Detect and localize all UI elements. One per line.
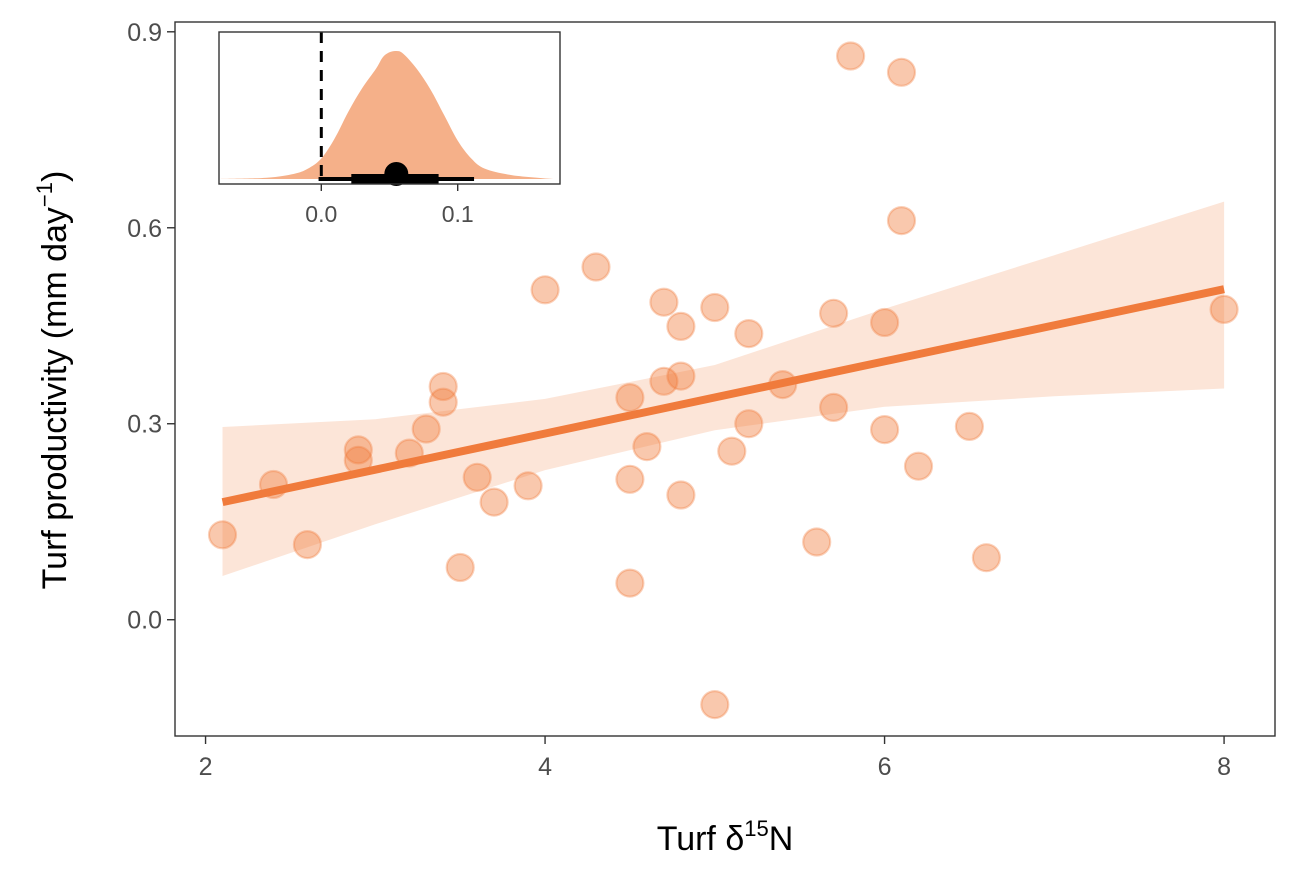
y-tick-label: 0.0 xyxy=(127,607,162,635)
data-point xyxy=(717,436,747,466)
data-point xyxy=(700,292,730,323)
x-axis-title: Turf δ15N xyxy=(657,816,794,858)
data-point xyxy=(886,57,917,87)
regression-line xyxy=(221,285,1225,507)
data-point xyxy=(207,520,238,550)
axes-layer: 2 4 6 8 0.0 0.3 0.6 0.9 xyxy=(127,19,1231,781)
data-point xyxy=(700,689,730,720)
data-point xyxy=(903,451,934,481)
data-point xyxy=(615,383,645,413)
y-axis-title-tail: ) xyxy=(36,171,74,182)
data-point xyxy=(292,529,322,560)
inset-x-tick-label: 0.1 xyxy=(442,201,474,227)
data-point xyxy=(479,487,509,517)
data-point xyxy=(649,287,679,317)
data-point xyxy=(428,371,458,402)
data-point xyxy=(666,311,696,341)
y-axis-title-sup: −1 xyxy=(32,182,57,207)
x-tick-label: 8 xyxy=(1217,753,1231,781)
data-points-layer xyxy=(207,41,1239,720)
data-point xyxy=(971,543,1002,573)
data-point xyxy=(632,432,662,462)
data-point xyxy=(835,41,866,71)
data-point xyxy=(581,252,611,282)
data-point xyxy=(666,361,696,391)
inset-x-tick-label: 0.0 xyxy=(305,201,337,227)
data-point xyxy=(869,415,900,445)
data-point xyxy=(462,462,492,492)
data-point xyxy=(513,471,543,501)
data-point xyxy=(886,206,917,236)
data-point xyxy=(615,464,645,494)
point-estimate xyxy=(384,162,409,186)
confidence-ribbon-layer xyxy=(222,201,1225,576)
y-axis-title-main: Turf productivity (mm day xyxy=(36,207,74,589)
x-tick-label: 4 xyxy=(538,753,552,781)
data-point xyxy=(445,552,475,583)
y-tick-label: 0.6 xyxy=(127,215,162,243)
data-point xyxy=(428,387,458,417)
posterior-density xyxy=(219,50,554,179)
data-point xyxy=(530,275,560,305)
data-point xyxy=(869,307,900,338)
data-point xyxy=(818,392,849,422)
inset-border xyxy=(218,31,561,185)
x-tick-label: 2 xyxy=(199,753,213,781)
data-point xyxy=(615,568,645,598)
x-axis-title-tail: N xyxy=(769,820,794,858)
x-tick-label: 6 xyxy=(878,753,892,781)
data-point xyxy=(954,411,985,441)
x-axis-title-sup: 15 xyxy=(744,816,768,841)
data-point xyxy=(666,480,696,510)
data-point xyxy=(818,298,849,328)
x-axis-title-main: Turf δ xyxy=(657,820,745,858)
data-point xyxy=(411,414,441,444)
data-point xyxy=(734,409,764,439)
inset-density-plot: 0.0 0.1 xyxy=(218,31,561,227)
data-point xyxy=(343,435,373,465)
confidence-ribbon xyxy=(222,201,1225,576)
y-tick-label: 0.3 xyxy=(127,411,162,439)
y-tick-label: 0.9 xyxy=(127,19,162,47)
data-point xyxy=(649,366,679,396)
data-point xyxy=(802,527,832,557)
y-axis-title: Turf productivity (mm day−1) xyxy=(32,171,74,590)
data-point xyxy=(734,319,764,349)
data-point xyxy=(1209,294,1239,324)
fit-line-layer xyxy=(221,285,1225,507)
plot-panel-border xyxy=(174,21,1276,737)
